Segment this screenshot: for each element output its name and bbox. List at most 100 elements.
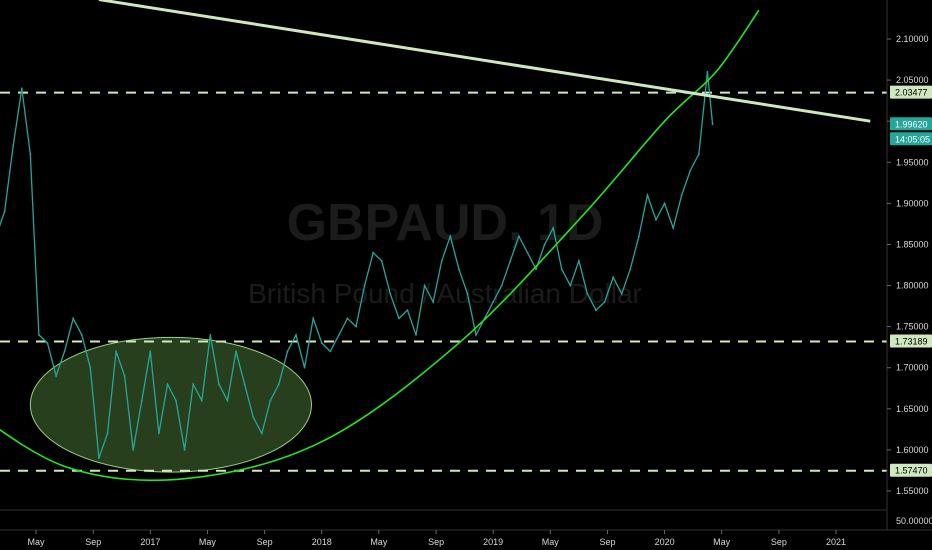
xtick-label: May bbox=[370, 537, 388, 547]
series-point bbox=[98, 457, 100, 460]
series-point bbox=[697, 153, 700, 155]
series-point bbox=[115, 350, 117, 353]
xtick-label: May bbox=[199, 537, 217, 547]
xtick-label: 2021 bbox=[826, 537, 846, 547]
last-price-label-box bbox=[890, 117, 932, 131]
trendline-path bbox=[98, 0, 871, 123]
countdown-label: 14:05:05 bbox=[895, 134, 930, 144]
series-point bbox=[312, 317, 315, 320]
series-point bbox=[252, 416, 255, 418]
series-point bbox=[586, 292, 589, 295]
level-price-label-1: 1.73189 bbox=[895, 337, 928, 347]
volume-axis-label: 50.00000 bbox=[896, 516, 932, 526]
xtick-label: May bbox=[542, 537, 560, 547]
series-point bbox=[672, 227, 675, 229]
series-point bbox=[337, 333, 340, 336]
series-point bbox=[629, 268, 632, 271]
series-point bbox=[517, 235, 520, 238]
series-point bbox=[560, 268, 563, 271]
series-point bbox=[646, 194, 649, 197]
series-point bbox=[346, 317, 349, 320]
watermark-description: British Pound / Australian Dollar bbox=[248, 278, 642, 309]
series-point bbox=[492, 301, 495, 303]
series-point bbox=[655, 218, 657, 221]
series-point bbox=[183, 449, 186, 451]
series-point bbox=[132, 449, 135, 451]
ytick-label: 1.85000 bbox=[896, 239, 929, 249]
ytick-label: 1.55000 bbox=[896, 486, 929, 496]
level-price-label-2: 1.57470 bbox=[895, 466, 928, 476]
ytick-label: 1.65000 bbox=[896, 404, 929, 414]
series-point bbox=[72, 317, 75, 320]
series-point bbox=[680, 194, 683, 197]
series-point bbox=[535, 268, 537, 271]
series-point bbox=[457, 268, 460, 271]
series-point bbox=[500, 284, 503, 287]
series-point bbox=[140, 399, 143, 402]
countdown-label-box bbox=[890, 132, 932, 146]
series-point bbox=[612, 276, 615, 279]
series-point bbox=[55, 375, 57, 377]
xtick-label: May bbox=[27, 537, 45, 547]
level-price-label-0-box bbox=[890, 85, 932, 99]
series-point bbox=[235, 350, 237, 353]
series-point bbox=[389, 292, 392, 295]
series-point bbox=[449, 235, 452, 238]
series-point bbox=[286, 350, 289, 353]
series-point bbox=[200, 399, 203, 402]
series-point bbox=[218, 383, 220, 386]
level-price-label-2-box bbox=[890, 463, 932, 477]
series-point bbox=[475, 333, 477, 336]
xtick-label: 2018 bbox=[312, 537, 332, 547]
series-point bbox=[543, 243, 546, 246]
xtick-label: Sep bbox=[85, 537, 101, 547]
ytick-label: 2.10000 bbox=[896, 34, 929, 44]
series-point bbox=[123, 375, 126, 377]
series-point bbox=[637, 235, 640, 238]
xtick-label: May bbox=[713, 537, 731, 547]
series-point bbox=[277, 383, 280, 386]
ytick-label: 1.80000 bbox=[896, 281, 929, 291]
series-point bbox=[440, 259, 443, 262]
series-point bbox=[20, 87, 23, 90]
series-point bbox=[46, 342, 49, 344]
series-point bbox=[226, 399, 229, 402]
series-point bbox=[175, 399, 177, 402]
ytick-label: 1.75000 bbox=[896, 322, 929, 332]
series-point bbox=[595, 309, 597, 312]
series-point bbox=[526, 251, 529, 254]
ytick-label: 1.90000 bbox=[896, 198, 929, 208]
watermark-symbol: GBPAUD, 1D bbox=[287, 194, 604, 252]
series-point bbox=[397, 317, 400, 320]
series-point bbox=[406, 309, 409, 312]
parabolic-curve bbox=[0, 9, 760, 482]
series-point bbox=[689, 169, 692, 172]
xtick-label: Sep bbox=[599, 537, 615, 547]
level-price-label-1-box bbox=[890, 334, 932, 348]
parabola-path bbox=[0, 9, 760, 482]
ytick-label: 1.70000 bbox=[896, 363, 929, 373]
series-point bbox=[577, 259, 580, 262]
ytick-label: 2.05000 bbox=[896, 75, 929, 85]
series-point bbox=[620, 292, 623, 295]
series-point bbox=[372, 251, 375, 254]
xtick-label: 2020 bbox=[655, 537, 675, 547]
horizontal-levels bbox=[0, 91, 887, 472]
series-point bbox=[711, 123, 714, 126]
time-axis[interactable]: May Sep 2017 May Sep 2018 May Sep 2019 May Sep 2020… bbox=[27, 530, 846, 547]
series-point bbox=[380, 259, 383, 262]
series-point bbox=[192, 383, 195, 386]
series-point bbox=[466, 292, 469, 295]
series-point bbox=[106, 432, 109, 435]
series-point bbox=[355, 325, 357, 328]
series-point bbox=[432, 301, 435, 303]
ytick-label: 1.95000 bbox=[896, 157, 929, 167]
price-axis[interactable]: 1.55000 1.60000 1.65000 1.70000 1.75000 1.800… bbox=[887, 34, 929, 496]
series-point bbox=[80, 333, 83, 336]
series-point bbox=[603, 301, 606, 303]
series-point bbox=[166, 383, 169, 386]
price-series bbox=[0, 70, 714, 460]
series-point bbox=[158, 432, 160, 435]
